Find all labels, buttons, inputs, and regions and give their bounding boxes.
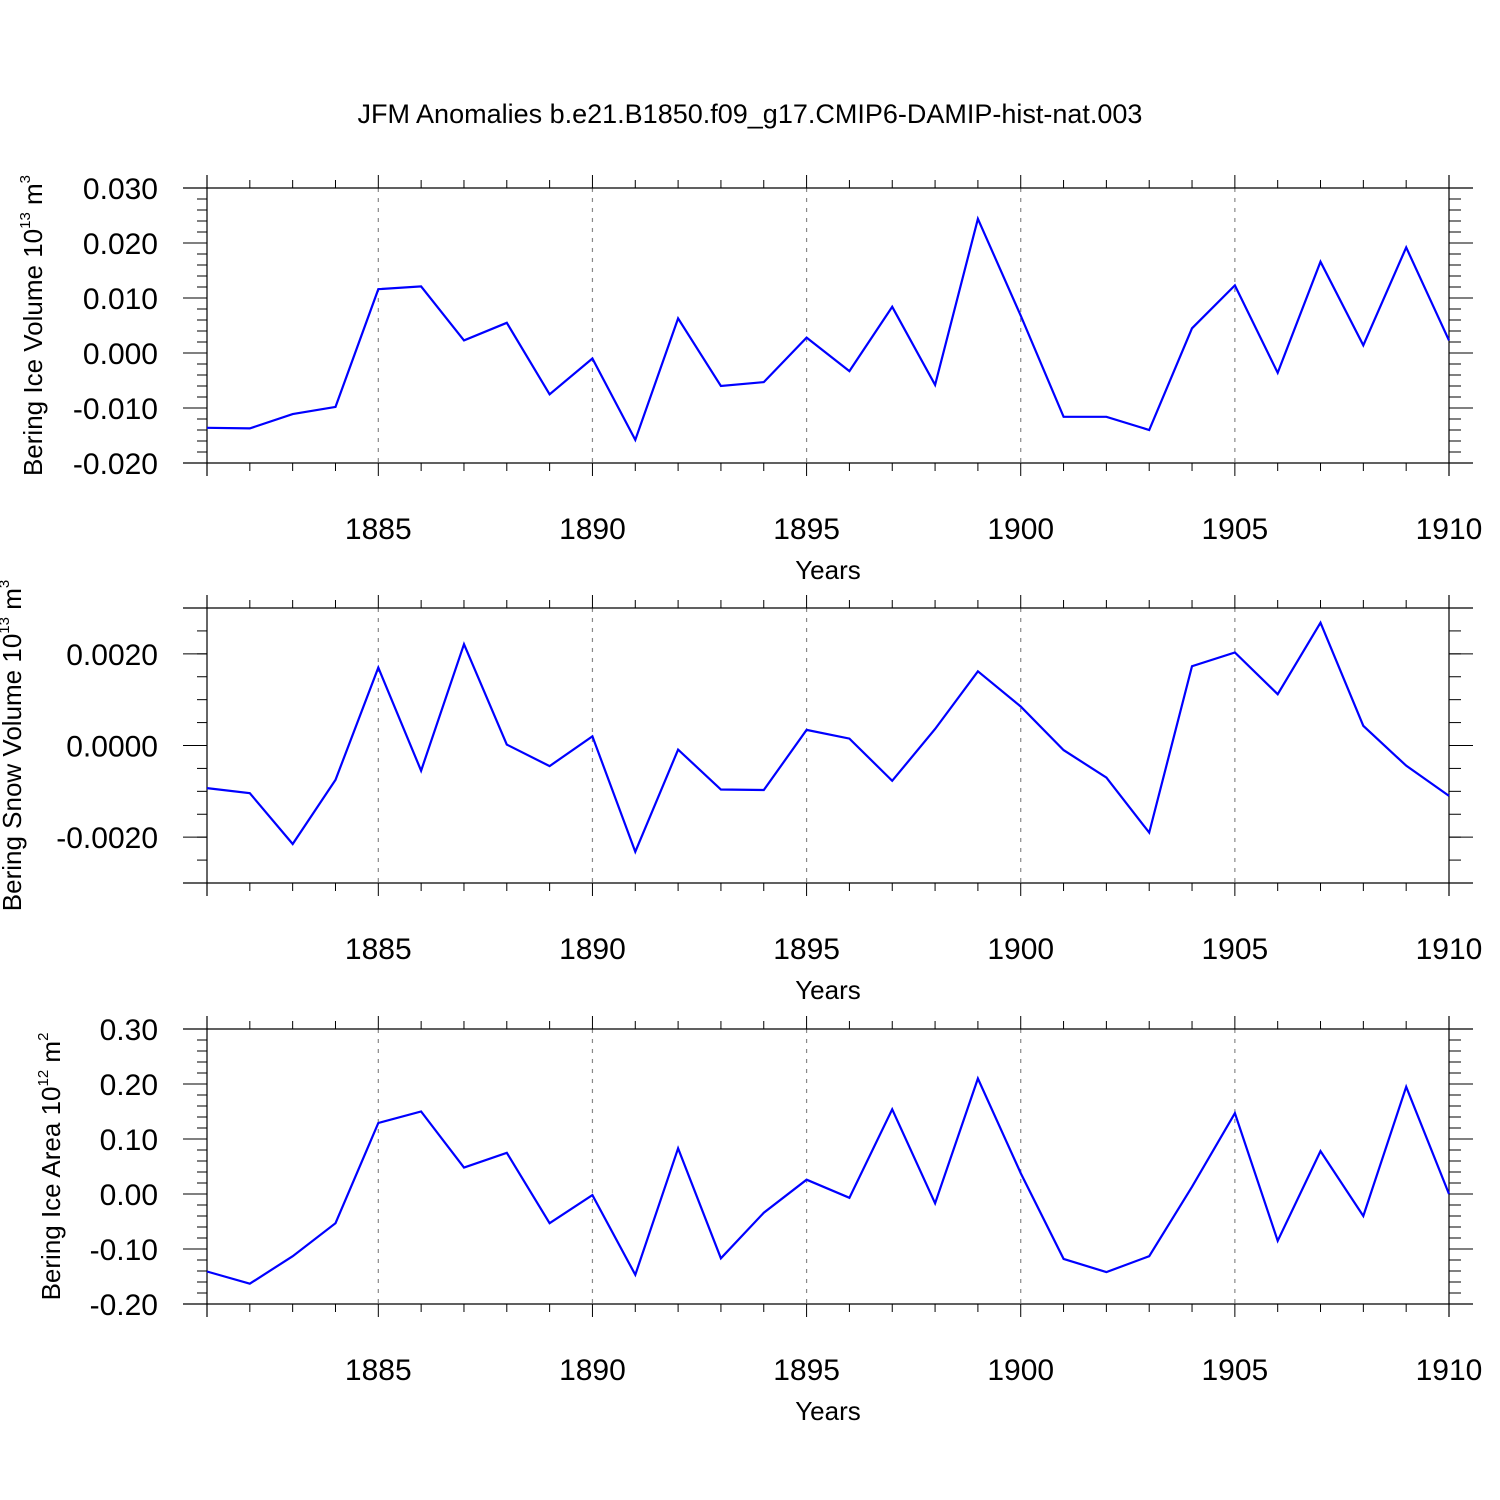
x-tick-label: 1910 — [1416, 933, 1483, 966]
x-tick-label: 1910 — [1416, 513, 1483, 546]
x-tick-label: 1885 — [345, 1354, 412, 1387]
x-tick-label: 1900 — [987, 1354, 1054, 1387]
y-axis-title-sup2: 2 — [35, 1033, 52, 1041]
x-tick-label: 1885 — [345, 933, 412, 966]
x-tick-label: 1895 — [773, 933, 840, 966]
chart-panel-3: -0.20 -0.10 0.00 0.10 0.20 0.30 1885 1890 1895 19… — [35, 1014, 1482, 1426]
x-tick-label: 1890 — [559, 1354, 626, 1387]
y-tick-label: 0.20 — [100, 1069, 158, 1102]
series-line — [206, 620, 1450, 855]
y-tick-label: -0.010 — [73, 393, 158, 426]
y-axis-title-mid: m — [18, 183, 48, 212]
y-tick-label: -0.20 — [90, 1289, 158, 1322]
y-axis-title: Bering Ice Area 1012 m2 — [35, 1033, 66, 1301]
y-tick-label: 0.030 — [83, 173, 158, 206]
x-tick-label: 1895 — [773, 513, 840, 546]
y-axis-title: Bering Ice Volume 1013 m3 — [17, 175, 48, 476]
y-tick-label: 0.00 — [100, 1179, 158, 1212]
y-tick-label: -0.020 — [73, 448, 158, 481]
x-tick-label: 1905 — [1201, 513, 1268, 546]
y-tick-label: 0.010 — [83, 283, 158, 316]
y-axis-title-text: Bering Snow Volume 10 — [0, 634, 27, 912]
series-line — [206, 215, 1450, 443]
y-tick-label: 0.0020 — [66, 639, 158, 672]
x-tick-label: 1900 — [987, 513, 1054, 546]
x-tick-label: 1885 — [345, 513, 412, 546]
y-axis-title-sup1: 13 — [0, 617, 13, 634]
x-tick-label: 1905 — [1201, 933, 1268, 966]
x-tick-label: 1895 — [773, 1354, 840, 1387]
x-tick-label: 1890 — [559, 513, 626, 546]
series-line — [206, 1075, 1451, 1285]
x-tick-label: 1900 — [987, 933, 1054, 966]
y-axis-title-sup2: 3 — [17, 175, 34, 183]
x-axis-title: Years — [795, 1396, 861, 1426]
y-tick-label: 0.020 — [83, 228, 158, 261]
figure-title: JFM Anomalies b.e21.B1850.f09_g17.CMIP6-… — [358, 99, 1143, 129]
panels-group: -0.020 -0.010 0.000 0.010 0.020 0.030 1885 1890… — [0, 173, 1482, 1426]
x-axis-title: Years — [795, 975, 861, 1005]
y-axis-title: Bering Snow Volume 1013 m3 — [0, 580, 27, 911]
x-axis-title: Years — [795, 555, 861, 585]
y-tick-label: 0.30 — [100, 1014, 158, 1047]
chart-panel-1: -0.020 -0.010 0.000 0.010 0.020 0.030 1885 1890… — [17, 173, 1482, 585]
y-axis-title-sup1: 12 — [35, 1070, 52, 1087]
x-tick-label: 1890 — [559, 933, 626, 966]
y-axis-title-text: Bering Ice Area 10 — [36, 1087, 66, 1301]
x-tick-label: 1905 — [1201, 1354, 1268, 1387]
x-tick-label: 1910 — [1416, 1354, 1483, 1387]
chart-panel-2: -0.0020 0.0000 0.0020 1885 1890 1895 1900 1905 1… — [0, 580, 1482, 1005]
y-tick-label: 0.000 — [83, 338, 158, 371]
y-axis-title-text: Bering Ice Volume 10 — [18, 229, 48, 476]
y-axis-title-sup1: 13 — [17, 212, 34, 229]
y-tick-label: -0.0020 — [56, 822, 158, 855]
y-tick-label: 0.10 — [100, 1124, 158, 1157]
y-axis-title-sup2: 3 — [0, 580, 13, 588]
y-axis-title-mid: m — [0, 588, 27, 617]
y-tick-label: -0.10 — [90, 1234, 158, 1267]
y-tick-label: 0.0000 — [66, 731, 158, 764]
y-axis-title-mid: m — [36, 1041, 66, 1070]
